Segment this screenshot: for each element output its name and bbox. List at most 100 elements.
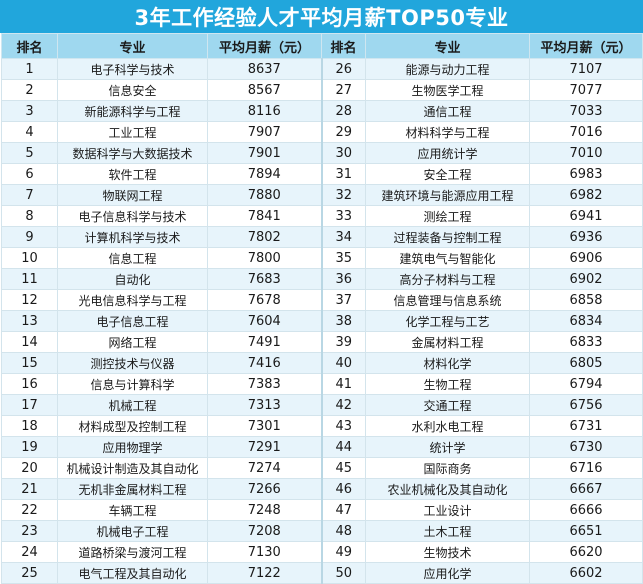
header-rank: 排名: [1, 33, 58, 59]
header-salary-2: 平均月薪（元）: [529, 33, 643, 59]
salary-ranking-table: 排名 专业 平均月薪（元） 排名 专业 平均月薪（元） 1 电子科学与技术 8637…: [1, 33, 643, 584]
table-row: 2 信息安全 8567 27 生物医学工程 7077: [1, 79, 643, 101]
rank-cell: 38: [320, 310, 366, 332]
salary-cell: 7274: [207, 457, 322, 479]
salary-cell: 7122: [207, 562, 322, 584]
major-cell: 信息安全: [57, 79, 208, 101]
table-row: 20 机械设计制造及其自动化 7274 45 国际商务 6716: [1, 457, 643, 479]
major-cell: 土木工程: [365, 520, 530, 542]
rank-cell: 16: [1, 373, 58, 395]
rank-cell: 28: [320, 100, 366, 122]
major-cell: 新能源科学与工程: [57, 100, 208, 122]
table-row: 17 机械工程 7313 42 交通工程 6756: [1, 394, 643, 416]
salary-cell: 7678: [207, 289, 322, 311]
major-cell: 信息与计算科学: [57, 373, 208, 395]
salary-cell: 6620: [529, 541, 643, 563]
major-cell: 建筑环境与能源应用工程: [365, 184, 530, 206]
salary-cell: 6858: [529, 289, 643, 311]
salary-cell: 7313: [207, 394, 322, 416]
table-row: 21 无机非金属材料工程 7266 46 农业机械化及其自动化 6667: [1, 478, 643, 500]
major-cell: 机械设计制造及其自动化: [57, 457, 208, 479]
table-row: 4 工业工程 7907 29 材料科学与工程 7016: [1, 121, 643, 143]
rank-cell: 24: [1, 541, 58, 563]
major-cell: 高分子材料与工程: [365, 268, 530, 290]
table-body: 1 电子科学与技术 8637 26 能源与动力工程 7107 2 信息安全 8567 27 生物医学…: [1, 58, 643, 584]
major-cell: 光电信息科学与工程: [57, 289, 208, 311]
major-cell: 应用统计学: [365, 142, 530, 164]
rank-cell: 43: [320, 415, 366, 437]
major-cell: 车辆工程: [57, 499, 208, 521]
rank-cell: 23: [1, 520, 58, 542]
rank-cell: 32: [320, 184, 366, 206]
rank-cell: 48: [320, 520, 366, 542]
rank-cell: 3: [1, 100, 58, 122]
rank-cell: 22: [1, 499, 58, 521]
salary-cell: 7383: [207, 373, 322, 395]
rank-cell: 4: [1, 121, 58, 143]
table-row: 22 车辆工程 7248 47 工业设计 6666: [1, 499, 643, 521]
major-cell: 道路桥梁与渡河工程: [57, 541, 208, 563]
table-row: 16 信息与计算科学 7383 41 生物工程 6794: [1, 373, 643, 395]
major-cell: 无机非金属材料工程: [57, 478, 208, 500]
salary-cell: 6666: [529, 499, 643, 521]
rank-cell: 40: [320, 352, 366, 374]
major-cell: 电气工程及其自动化: [57, 562, 208, 584]
table-row: 1 电子科学与技术 8637 26 能源与动力工程 7107: [1, 58, 643, 80]
rank-cell: 29: [320, 121, 366, 143]
rank-cell: 33: [320, 205, 366, 227]
major-cell: 生物技术: [365, 541, 530, 563]
page-title: 3年工作经验人才平均月薪TOP50专业: [0, 0, 643, 33]
rank-cell: 12: [1, 289, 58, 311]
header-salary: 平均月薪（元）: [207, 33, 322, 59]
header-major: 专业: [57, 33, 208, 59]
rank-cell: 11: [1, 268, 58, 290]
salary-cell: 8116: [207, 100, 322, 122]
salary-cell: 6667: [529, 478, 643, 500]
salary-cell: 7800: [207, 247, 322, 269]
major-cell: 过程装备与控制工程: [365, 226, 530, 248]
rank-cell: 21: [1, 478, 58, 500]
rank-cell: 13: [1, 310, 58, 332]
major-cell: 通信工程: [365, 100, 530, 122]
header-major-2: 专业: [365, 33, 530, 59]
salary-cell: 7894: [207, 163, 322, 185]
salary-cell: 6902: [529, 268, 643, 290]
rank-cell: 49: [320, 541, 366, 563]
rank-cell: 14: [1, 331, 58, 353]
salary-cell: 7301: [207, 415, 322, 437]
salary-cell: 7491: [207, 331, 322, 353]
major-cell: 生物医学工程: [365, 79, 530, 101]
salary-cell: 7208: [207, 520, 322, 542]
salary-cell: 7880: [207, 184, 322, 206]
rank-cell: 25: [1, 562, 58, 584]
major-cell: 材料成型及控制工程: [57, 415, 208, 437]
rank-cell: 39: [320, 331, 366, 353]
major-cell: 信息工程: [57, 247, 208, 269]
rank-cell: 30: [320, 142, 366, 164]
salary-cell: 7248: [207, 499, 322, 521]
header-rank-2: 排名: [321, 33, 366, 59]
major-cell: 安全工程: [365, 163, 530, 185]
salary-cell: 6833: [529, 331, 643, 353]
major-cell: 机械工程: [57, 394, 208, 416]
salary-cell: 6941: [529, 205, 643, 227]
rank-cell: 41: [320, 373, 366, 395]
rank-cell: 19: [1, 436, 58, 458]
rank-cell: 37: [320, 289, 366, 311]
rank-cell: 18: [1, 415, 58, 437]
salary-cell: 6805: [529, 352, 643, 374]
major-cell: 农业机械化及其自动化: [365, 478, 530, 500]
major-cell: 信息管理与信息系统: [365, 289, 530, 311]
salary-cell: 6936: [529, 226, 643, 248]
major-cell: 材料科学与工程: [365, 121, 530, 143]
major-cell: 应用物理学: [57, 436, 208, 458]
rank-cell: 10: [1, 247, 58, 269]
salary-cell: 6730: [529, 436, 643, 458]
major-cell: 工业工程: [57, 121, 208, 143]
salary-cell: 7033: [529, 100, 643, 122]
table-row: 13 电子信息工程 7604 38 化学工程与工艺 6834: [1, 310, 643, 332]
table-row: 5 数据科学与大数据技术 7901 30 应用统计学 7010: [1, 142, 643, 164]
salary-cell: 7130: [207, 541, 322, 563]
rank-cell: 5: [1, 142, 58, 164]
